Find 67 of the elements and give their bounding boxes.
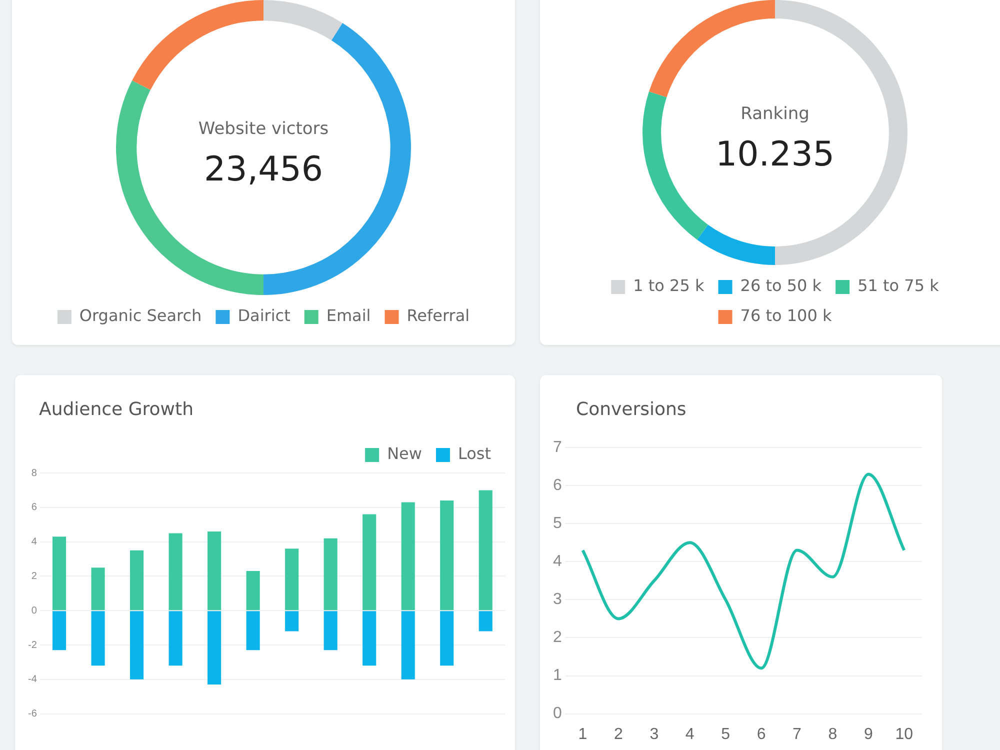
- y-tick-label: 5: [552, 515, 562, 532]
- chart-title: Audience Growth: [39, 399, 194, 420]
- bar: [285, 611, 299, 632]
- bar: [208, 531, 222, 610]
- bar: [324, 611, 338, 650]
- x-tick-label: 6: [756, 726, 766, 743]
- legend-label: Organic Search: [79, 306, 202, 326]
- y-tick-label: 6: [31, 502, 38, 514]
- text: 10.235: [716, 134, 834, 174]
- legend-label: 76 to 100 k: [740, 306, 832, 326]
- x-tick-label: 5: [721, 726, 730, 743]
- y-tick-label: 2: [31, 570, 38, 582]
- bar: [285, 548, 299, 610]
- bar: [130, 550, 144, 610]
- bar: [52, 611, 66, 650]
- legend-label: Lost: [458, 444, 491, 464]
- text: Ranking: [740, 104, 810, 124]
- legend-label: Email: [326, 306, 371, 326]
- bar: [401, 502, 415, 610]
- x-tick-label: 10: [895, 726, 914, 743]
- y-tick-label: 0: [31, 605, 38, 616]
- legend-label: 26 to 50 k: [740, 276, 822, 296]
- bar: [246, 571, 260, 610]
- bar: [168, 533, 182, 610]
- y-tick-label: -2: [28, 640, 38, 651]
- x-tick-label: 9: [864, 726, 873, 743]
- legend-label: 1 to 25 k: [633, 276, 705, 296]
- bar: [401, 611, 415, 680]
- y-tick-label: 8: [31, 468, 38, 479]
- bar: [91, 611, 105, 666]
- bar: [478, 611, 492, 632]
- bar: [440, 611, 454, 666]
- bar: [324, 538, 338, 610]
- bar: [362, 611, 376, 666]
- bar: [130, 611, 144, 680]
- y-tick-label: 0: [552, 705, 562, 722]
- y-tick-label: -6: [28, 708, 38, 720]
- legend-label: New: [387, 444, 422, 464]
- x-tick-label: 3: [650, 726, 659, 743]
- text: Website victors: [198, 118, 329, 139]
- chart-title: Conversions: [576, 399, 686, 420]
- x-tick-label: 7: [792, 726, 802, 743]
- legend-label: Referral: [406, 306, 470, 326]
- y-tick-label: 1: [552, 667, 562, 684]
- y-tick-label: 4: [31, 536, 38, 548]
- bar: [91, 568, 105, 610]
- x-tick-label: 1: [578, 726, 588, 743]
- y-tick-label: 2: [552, 629, 562, 646]
- bar: [52, 536, 66, 610]
- bar: [362, 514, 376, 610]
- bar: [440, 500, 454, 610]
- y-tick-label: -4: [28, 674, 38, 686]
- bar: [246, 611, 260, 650]
- y-tick-label: 7: [552, 439, 562, 456]
- line-series: [581, 472, 906, 670]
- x-tick-label: 8: [828, 726, 838, 743]
- bar: [208, 611, 222, 685]
- bar: [168, 611, 182, 666]
- y-tick-label: 6: [552, 477, 562, 494]
- y-tick-label: 4: [552, 553, 562, 570]
- legend-label: Dairict: [238, 306, 290, 326]
- bar: [478, 490, 492, 610]
- x-tick-label: 4: [685, 726, 694, 743]
- text: 23,456: [204, 149, 323, 190]
- y-tick-label: 3: [552, 591, 562, 608]
- x-tick-label: 2: [614, 726, 624, 743]
- legend-label: 51 to 75 k: [858, 276, 940, 296]
